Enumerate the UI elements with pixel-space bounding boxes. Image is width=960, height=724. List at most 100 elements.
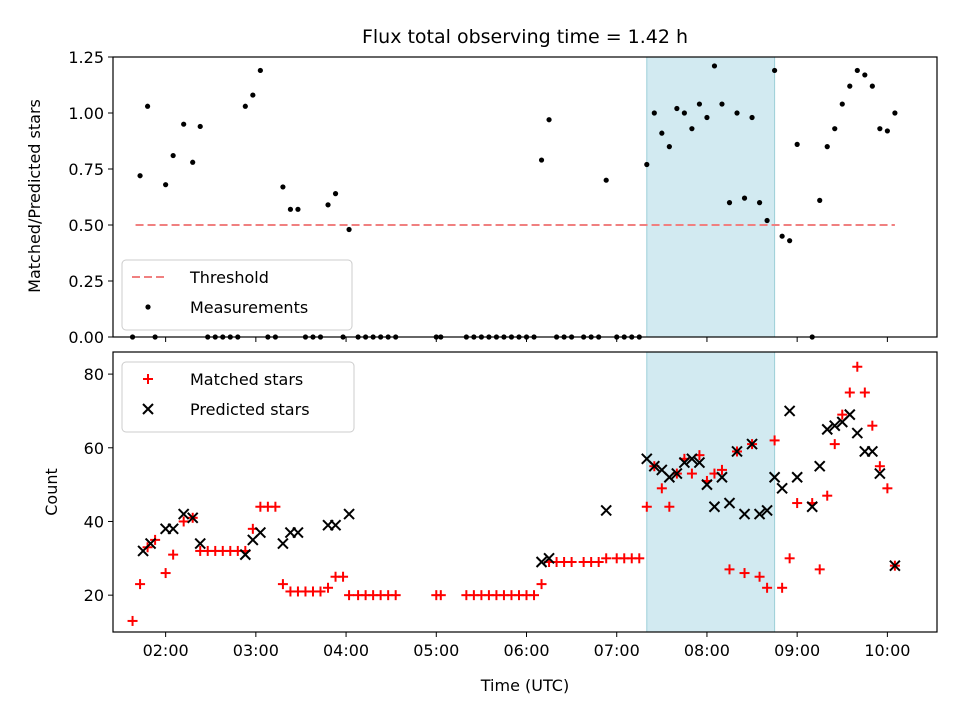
measurement-point <box>250 92 256 98</box>
matched-point <box>127 615 138 626</box>
predicted-point <box>663 471 676 483</box>
measurement-point <box>711 63 718 69</box>
predicted-point <box>648 460 661 472</box>
predicted-point <box>329 519 342 531</box>
predicted-x-b <box>543 552 555 565</box>
predicted-point <box>829 419 841 432</box>
predicted-point <box>791 471 803 483</box>
predicted-x-b <box>874 467 886 480</box>
predicted-x-b <box>791 471 803 483</box>
measurement-point <box>144 103 151 109</box>
measurement-point <box>287 206 294 212</box>
predicted-point <box>708 501 721 513</box>
measurement-point <box>847 83 853 89</box>
predicted-point <box>723 497 736 509</box>
matched-point <box>754 571 765 582</box>
measurement-point <box>137 173 143 179</box>
predicted-point <box>254 526 267 539</box>
measurement-point <box>787 238 793 244</box>
matched-point <box>315 586 326 597</box>
ratio-panel: 0.00 0.25 0.50 0.75 1.00 1.25 Threshold Measure… <box>68 48 938 347</box>
matched-point <box>656 483 667 494</box>
predicted-point <box>671 467 683 480</box>
measurement-point <box>704 114 710 121</box>
legend-label: Matched stars <box>190 370 303 389</box>
predicted-point <box>167 523 179 535</box>
predicted-x-b <box>693 456 706 469</box>
legend: Threshold Measurements <box>121 259 353 331</box>
measurement-point <box>666 144 672 150</box>
matched-point <box>338 571 349 582</box>
measurement-point <box>280 184 286 190</box>
predicted-point <box>292 526 304 539</box>
predicted-x-b <box>851 427 864 439</box>
measurement-point <box>734 110 740 116</box>
x-tick-label: 05:00 <box>413 641 459 660</box>
predicted-x-b <box>866 445 879 458</box>
matched-point <box>852 361 863 372</box>
predicted-x-b <box>738 508 751 520</box>
predicted-point <box>693 456 706 469</box>
plot-frame <box>112 56 938 338</box>
measurement-point <box>854 67 860 74</box>
matched-point <box>390 590 401 601</box>
measurement-point <box>749 114 755 121</box>
measurement-point <box>651 110 657 116</box>
legend-box <box>121 361 355 433</box>
observing-span <box>646 56 776 338</box>
x-tick-label: 04:00 <box>323 641 369 660</box>
predicted-point <box>600 504 612 517</box>
predicted-point <box>821 423 833 436</box>
predicted-point <box>783 405 796 417</box>
y-tick-label: 40 <box>84 512 104 531</box>
predicted-x-b <box>535 556 548 568</box>
plot-frame <box>112 351 938 633</box>
y-tick-label: 1.25 <box>68 48 104 67</box>
matched-point <box>724 564 735 575</box>
predicted-point <box>753 508 766 520</box>
matched-point <box>601 553 612 564</box>
measurement-point <box>869 83 875 89</box>
matched-point <box>277 579 288 590</box>
measurement-point <box>884 128 890 134</box>
count-y-axis-label: Count <box>42 468 61 516</box>
predicted-point <box>277 537 289 550</box>
matched-point <box>160 568 171 579</box>
measurement-point <box>674 105 680 112</box>
measurement-point <box>659 130 665 136</box>
measurement-point <box>257 67 263 74</box>
predicted-point <box>701 478 713 491</box>
matched-point <box>135 579 146 590</box>
matched-point <box>874 461 885 472</box>
legend-label: Measurements <box>190 298 308 317</box>
x-tick-label: 09:00 <box>774 641 820 660</box>
predicted-x-b <box>889 559 901 572</box>
measurement-point <box>603 177 609 183</box>
matched-point <box>829 439 840 450</box>
predicted-point <box>678 456 691 469</box>
matched-point <box>168 549 179 560</box>
legend: Matched stars Predicted stars <box>121 361 355 433</box>
predicted-point <box>543 552 555 565</box>
predicted-x-b <box>600 504 612 517</box>
predicted-x-b <box>292 526 304 539</box>
y-tick-label: 1.00 <box>68 104 104 123</box>
predicted-point <box>776 482 788 495</box>
matched-point <box>344 590 355 601</box>
measurement-point <box>689 126 695 132</box>
predicted-point <box>716 471 728 483</box>
measurement-point <box>295 206 301 212</box>
y-tick-label: 0.25 <box>68 272 104 291</box>
matched-point <box>792 498 803 509</box>
y-tick-label: 0.50 <box>68 216 104 235</box>
measurement-point <box>546 117 552 123</box>
legend-label: Threshold <box>189 268 269 287</box>
measurement-point <box>764 217 770 224</box>
predicted-point <box>851 427 864 439</box>
measurement-point <box>163 182 169 188</box>
predicted-point <box>844 408 856 421</box>
predicted-x-b <box>641 453 653 465</box>
predicted-point <box>889 559 901 572</box>
measurement-point <box>892 110 898 116</box>
